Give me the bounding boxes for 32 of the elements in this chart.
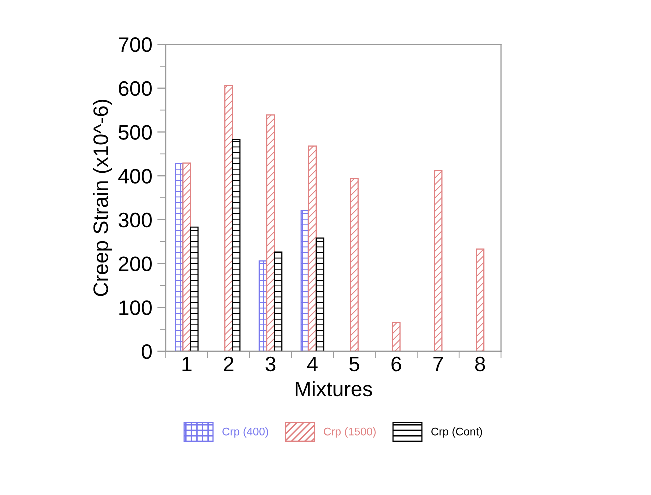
x-tick-label: 1 xyxy=(182,357,192,372)
y-tick-label: 700 xyxy=(119,38,152,52)
bar xyxy=(232,139,241,352)
bar xyxy=(308,146,318,352)
x-tick-label: 5 xyxy=(350,357,360,372)
bar xyxy=(316,238,325,352)
text: Crp (1500) xyxy=(324,428,376,438)
y-tick-label: 300 xyxy=(118,212,152,228)
bar xyxy=(476,248,485,352)
y-axis-title: Creep Strain (x10^-6) xyxy=(93,100,112,296)
bar xyxy=(392,322,401,352)
y-tick-label: 200 xyxy=(119,256,152,272)
text: Crp (400) xyxy=(222,428,268,438)
bar xyxy=(182,162,192,352)
text: Crp (Cont) xyxy=(432,428,482,438)
bar xyxy=(350,178,359,352)
x-tick-label: 2 xyxy=(224,356,234,372)
x-tick-label: 4 xyxy=(307,357,318,372)
y-tick-label: 600 xyxy=(119,81,152,96)
x-tick-label: 8 xyxy=(475,356,486,372)
x-tick-label: 3 xyxy=(266,356,276,372)
x-tick-label: 7 xyxy=(434,357,444,372)
bar xyxy=(274,252,283,352)
bar xyxy=(266,114,276,352)
y-tick-label: 0 xyxy=(142,344,152,360)
x-tick-label: 6 xyxy=(392,356,402,372)
y-tick-label: 500 xyxy=(118,125,152,140)
y-tick-label: 400 xyxy=(118,169,152,184)
bar xyxy=(434,170,443,352)
bar xyxy=(190,226,199,352)
x-axis-title: Mixtures xyxy=(296,381,372,397)
y-tick-label: 100 xyxy=(120,300,152,316)
